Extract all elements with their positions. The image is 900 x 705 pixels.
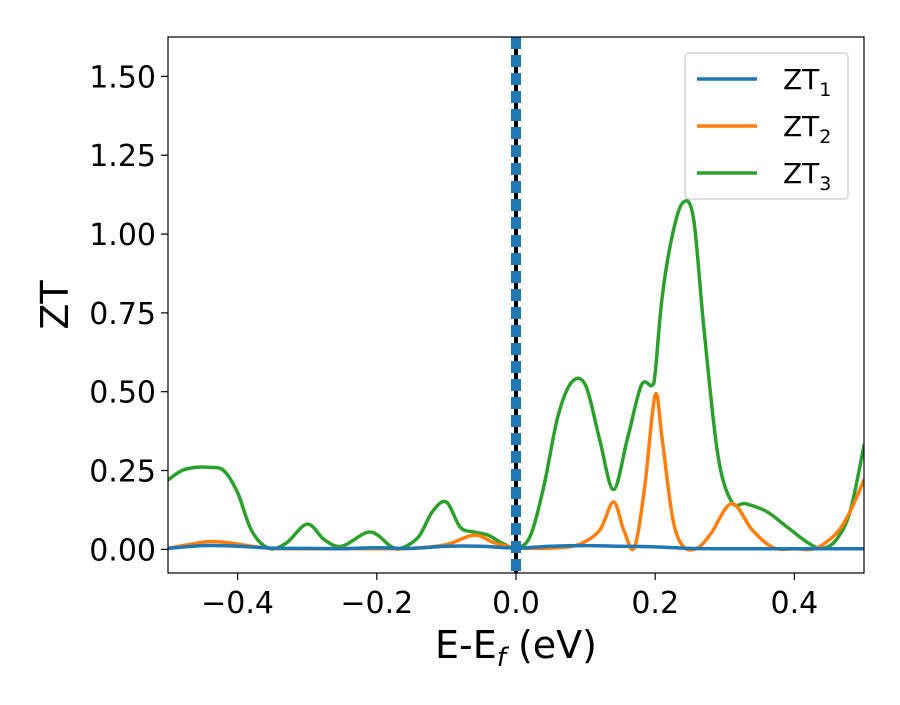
y-tick-label: 0.25 [89,455,156,490]
y-tick-label: 1.25 [89,139,156,174]
y-tick-label: 0.50 [89,376,156,411]
x-tick-label: 0.4 [771,586,819,621]
x-tick-label: 0.2 [631,586,679,621]
x-axis-label: E-Ef (eV) [435,623,597,673]
y-tick-label: 1.50 [89,60,156,95]
y-tick-label: 0.00 [89,533,156,568]
x-axis-label-unit: (eV) [506,623,597,667]
x-axis: −0.4 −0.2 0.0 0.2 0.4 [201,573,818,621]
legend: ZT1 ZT2 ZT3 [684,52,849,200]
y-axis-label: ZT [33,280,77,330]
x-tick-label: −0.4 [201,586,274,621]
legend-label-zt2: ZT2 [783,110,831,148]
x-tick-label: −0.2 [340,586,413,621]
y-axis: 0.00 0.25 0.50 0.75 1.00 1.25 1.50 [89,60,168,568]
legend-label-zt3: ZT3 [783,157,831,195]
y-tick-label: 0.75 [89,297,156,332]
legend-box [684,52,849,200]
x-tick-label: 0.0 [492,586,540,621]
y-tick-label: 1.00 [89,218,156,253]
legend-label-zt1: ZT1 [783,63,831,101]
lines-layer [168,37,864,573]
